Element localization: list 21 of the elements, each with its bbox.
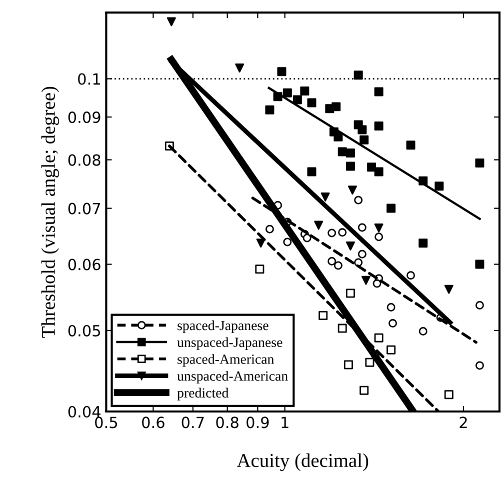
x-tick-label: 1	[282, 416, 288, 428]
legend-label: spaced-Japanese	[178, 320, 268, 334]
x-axis-title: Acuity (decimal)	[236, 453, 368, 472]
y-tick-label: 0.05	[68, 324, 100, 337]
y-tick-label: 0.09	[68, 111, 100, 124]
legend-label: unspaced-Japanese	[177, 337, 282, 350]
x-tick-label: 2	[460, 416, 467, 428]
x-tick-label: 0.5	[95, 416, 118, 428]
y-tick-label: 0.04	[68, 406, 100, 418]
y-tick-label: 0.1	[78, 73, 100, 85]
legend-label: spaced-American	[178, 354, 274, 367]
x-tick-label: 0.6	[142, 416, 164, 428]
y-tick-label: 0.08	[68, 154, 100, 166]
y-tick-label: 0.06	[68, 258, 100, 270]
legend-label: unspaced-American	[177, 370, 288, 384]
x-tick-label: 0.9	[246, 416, 269, 428]
x-tick-label: 0.8	[216, 416, 238, 428]
legend-label: predicted	[177, 388, 229, 400]
y-tick-label: 0.07	[68, 202, 100, 214]
y-axis-title: Threshold (visual angle; degree)	[41, 86, 59, 338]
x-tick-label: 0.7	[182, 416, 204, 428]
